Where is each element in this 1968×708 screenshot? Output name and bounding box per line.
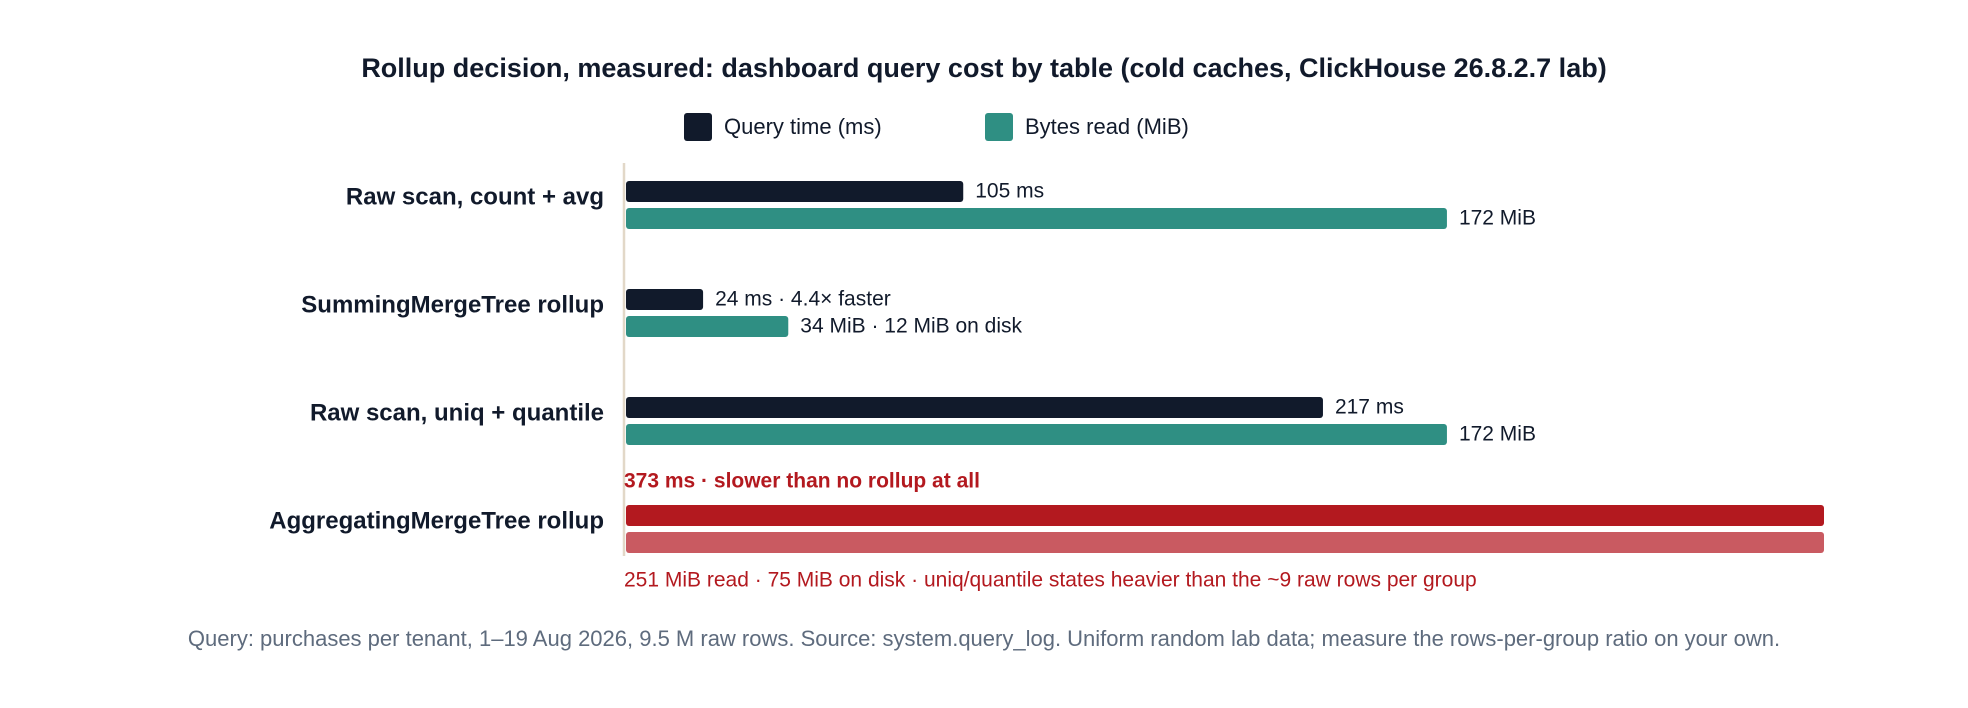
legend-swatch: [985, 113, 1013, 141]
category-label: Raw scan, count + avg: [346, 183, 604, 210]
footnote: Query: purchases per tenant, 1–19 Aug 20…: [188, 626, 1780, 651]
category-label: SummingMergeTree rollup: [301, 291, 604, 318]
legend-label: Bytes read (MiB): [1025, 114, 1189, 139]
category-label: AggregatingMergeTree rollup: [269, 507, 604, 534]
bar: [626, 424, 1447, 445]
value-label: 34 MiB · 12 MiB on disk: [800, 315, 1022, 338]
bar: [626, 505, 1824, 526]
bar: [626, 208, 1447, 229]
value-label: 373 ms · slower than no rollup at all: [624, 470, 980, 493]
legend-label: Query time (ms): [724, 114, 882, 139]
value-label: 105 ms: [975, 180, 1044, 203]
value-label: 172 MiB: [1459, 423, 1536, 446]
chart-title: Rollup decision, measured: dashboard que…: [361, 53, 1606, 83]
value-label: 172 MiB: [1459, 207, 1536, 230]
bar: [626, 316, 789, 337]
value-label: 217 ms: [1335, 396, 1404, 419]
legend-swatch: [684, 113, 712, 141]
bar: [626, 397, 1323, 418]
bar: [626, 289, 704, 310]
bar: [626, 532, 1824, 553]
value-label: 24 ms · 4.4× faster: [715, 288, 891, 311]
category-label: Raw scan, uniq + quantile: [310, 399, 604, 426]
bar: [626, 181, 964, 202]
value-label: 251 MiB read · 75 MiB on disk · uniq/qua…: [624, 569, 1477, 592]
